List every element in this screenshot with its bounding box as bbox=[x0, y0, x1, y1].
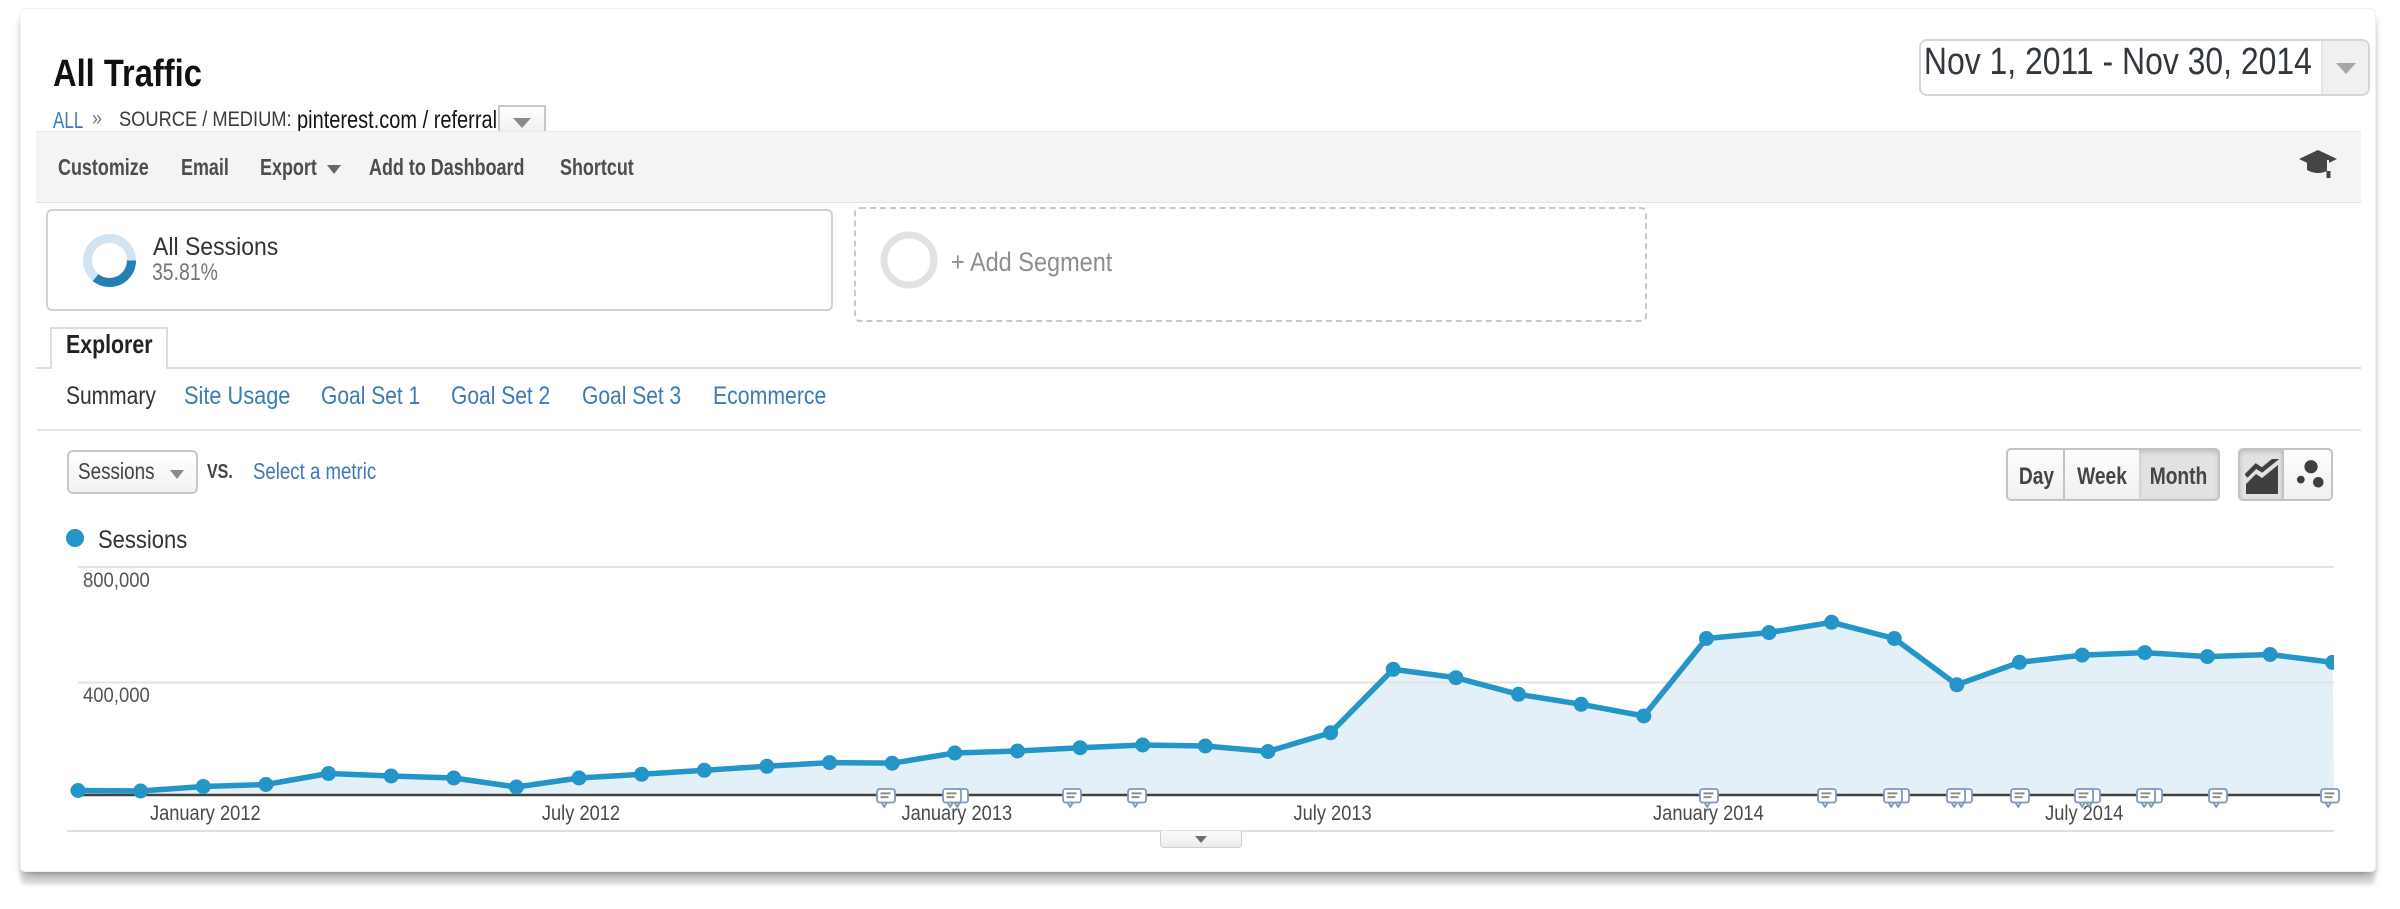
svg-text:July 2012: July 2012 bbox=[542, 802, 620, 825]
svg-text:January 2013: January 2013 bbox=[901, 802, 1012, 825]
svg-text:January 2014: January 2014 bbox=[1653, 802, 1764, 825]
svg-text:January 2012: January 2012 bbox=[150, 802, 261, 825]
svg-text:July 2013: July 2013 bbox=[1294, 802, 1372, 825]
svg-text:July 2014: July 2014 bbox=[2045, 802, 2123, 825]
